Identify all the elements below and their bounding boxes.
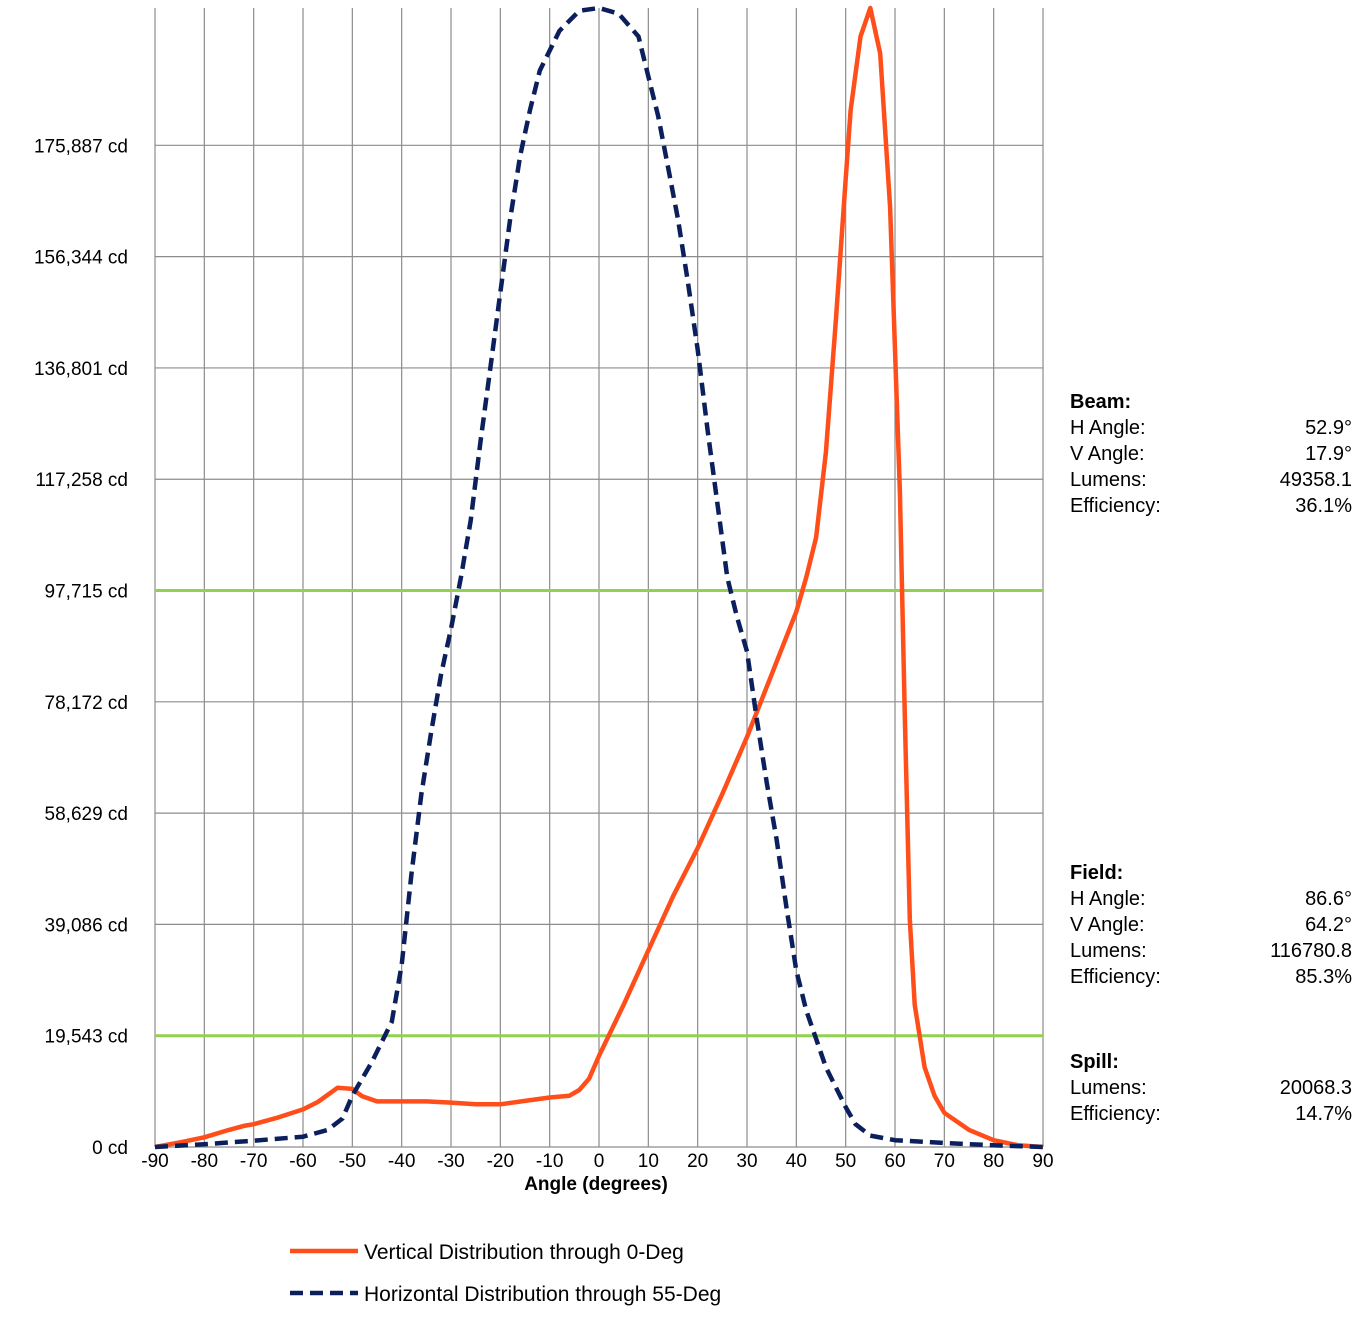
field-lumens-row: Lumens: 116780.8 — [1070, 938, 1352, 964]
field-lumens-value: 116780.8 — [1270, 940, 1352, 962]
x-tick-label: -90 — [141, 1151, 168, 1172]
x-tick-label: -50 — [339, 1151, 366, 1172]
x-axis-tick-labels: -90 -80 -70 -60 -50 -40 -30 -20 -10 0 10 20 30 40 50 60… — [141, 1151, 1053, 1172]
beam-h-angle-value: 52.9° — [1305, 417, 1352, 439]
beam-h-angle-label: H Angle: — [1070, 417, 1146, 439]
beam-efficiency-label: Efficiency: — [1070, 495, 1161, 517]
beam-heading: Beam: — [1070, 391, 1132, 413]
x-tick-label: -30 — [437, 1151, 464, 1172]
x-axis-label: Angle (degrees) — [524, 1174, 668, 1195]
field-heading: Field: — [1070, 862, 1124, 884]
x-tick-label: -40 — [388, 1151, 415, 1172]
field-efficiency-label: Efficiency: — [1070, 966, 1161, 988]
field-stats: Field: H Angle: 86.6° V Angle: 64.2° Lum… — [1070, 860, 1352, 990]
y-tick-label: 19,543 cd — [45, 1027, 128, 1048]
series-line-vertical — [154, 5, 1044, 1150]
y-tick-label: 39,086 cd — [45, 915, 128, 936]
legend-item: Horizontal Distribution through 55-Deg — [290, 1283, 721, 1306]
legend: Vertical Distribution through 0-Deg Horiz… — [290, 1241, 721, 1306]
x-tick-label: 20 — [687, 1151, 708, 1172]
beam-efficiency-value: 36.1% — [1295, 495, 1352, 517]
x-tick-label: -10 — [536, 1151, 563, 1172]
field-h-angle-value: 86.6° — [1305, 888, 1352, 910]
spill-efficiency-label: Efficiency: — [1070, 1103, 1161, 1125]
x-tick-label: 40 — [786, 1151, 807, 1172]
beam-v-angle-row: V Angle: 17.9° — [1070, 441, 1352, 467]
x-tick-label: -20 — [487, 1151, 514, 1172]
y-tick-label: 0 cd — [92, 1138, 128, 1159]
x-tick-label: 80 — [983, 1151, 1004, 1172]
y-axis-tick-labels: 0 cd 19,543 cd 39,086 cd 58,629 cd 78,172 cd… — [34, 136, 128, 1159]
y-tick-label: 58,629 cd — [45, 804, 128, 825]
beam-v-angle-label: V Angle: — [1070, 443, 1145, 465]
beam-v-angle-value: 17.9° — [1305, 443, 1352, 465]
y-tick-label: 97,715 cd — [45, 582, 128, 603]
y-tick-label: 136,801 cd — [34, 359, 128, 380]
spill-stats: Spill: Lumens: 20068.3 Efficiency: 14.7% — [1070, 1049, 1352, 1127]
y-tick-label: 175,887 cd — [34, 136, 128, 157]
x-tick-label: 70 — [934, 1151, 955, 1172]
spill-efficiency-row: Efficiency: 14.7% — [1070, 1101, 1352, 1127]
beam-lumens-label: Lumens: — [1070, 469, 1147, 491]
spill-lumens-row: Lumens: 20068.3 — [1070, 1075, 1352, 1101]
field-lumens-label: Lumens: — [1070, 940, 1147, 962]
x-tick-label: 30 — [736, 1151, 757, 1172]
x-tick-label: -60 — [289, 1151, 316, 1172]
x-tick-label: -70 — [240, 1151, 267, 1172]
spill-heading: Spill: — [1070, 1051, 1119, 1073]
legend-label: Horizontal Distribution through 55-Deg — [364, 1283, 721, 1306]
x-tick-label: 10 — [638, 1151, 659, 1172]
y-tick-label: 117,258 cd — [35, 470, 128, 491]
field-h-angle-label: H Angle: — [1070, 888, 1146, 910]
legend-label: Vertical Distribution through 0-Deg — [364, 1241, 684, 1264]
field-h-angle-row: H Angle: 86.6° — [1070, 886, 1352, 912]
y-tick-label: 78,172 cd — [45, 693, 128, 714]
beam-lumens-row: Lumens: 49358.1 — [1070, 467, 1352, 493]
field-v-angle-label: V Angle: — [1070, 914, 1145, 936]
vertical-gridlines — [154, 8, 1044, 1147]
x-tick-label: 50 — [835, 1151, 856, 1172]
x-tick-label: 90 — [1032, 1151, 1053, 1172]
field-v-angle-value: 64.2° — [1305, 914, 1352, 936]
field-v-angle-row: V Angle: 64.2° — [1070, 912, 1352, 938]
series-lines — [154, 5, 1044, 1150]
reference-lines — [155, 589, 1043, 1038]
spill-lumens-label: Lumens: — [1070, 1077, 1147, 1099]
spill-efficiency-value: 14.7% — [1295, 1103, 1352, 1125]
beam-h-angle-row: H Angle: 52.9° — [1070, 415, 1352, 441]
field-efficiency-value: 85.3% — [1295, 966, 1352, 988]
field-efficiency-row: Efficiency: 85.3% — [1070, 964, 1352, 990]
x-tick-label: 0 — [594, 1151, 605, 1172]
x-tick-label: -80 — [191, 1151, 218, 1172]
beam-efficiency-row: Efficiency: 36.1% — [1070, 493, 1352, 519]
beam-stats: Beam: H Angle: 52.9° V Angle: 17.9° Lume… — [1070, 389, 1352, 519]
spill-lumens-value: 20068.3 — [1279, 1077, 1352, 1099]
y-tick-label: 156,344 cd — [34, 248, 128, 269]
x-tick-label: 60 — [884, 1151, 905, 1172]
legend-item: Vertical Distribution through 0-Deg — [290, 1241, 684, 1264]
beam-lumens-value: 49358.1 — [1279, 469, 1352, 491]
